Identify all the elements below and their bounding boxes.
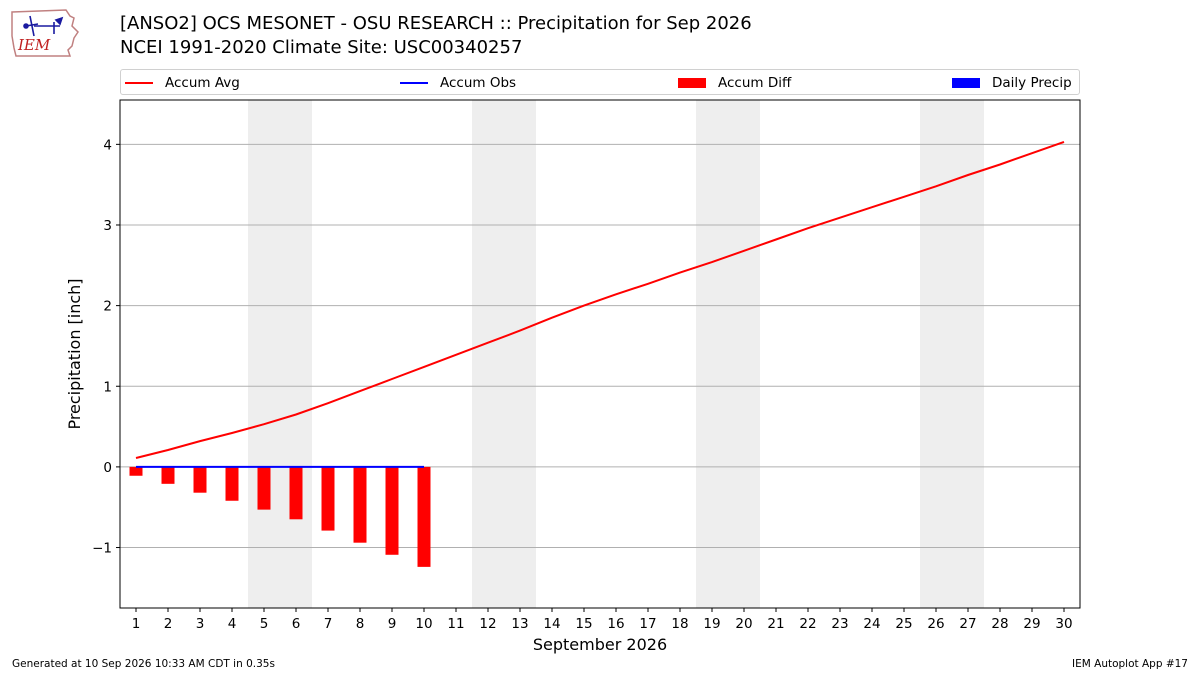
legend-swatch [678, 78, 706, 88]
x-tick-label: 9 [388, 616, 397, 632]
chart-legend: Accum Avg Accum Obs Accum Diff Daily Pre… [120, 69, 1080, 95]
bar-accum-diff [161, 466, 175, 484]
x-tick-label: 14 [543, 616, 560, 632]
bar-accum-diff [129, 466, 143, 476]
legend-item-accum-avg: Accum Avg [125, 74, 240, 92]
x-tick-label: 25 [895, 616, 912, 632]
x-tick-label: 30 [1055, 616, 1072, 632]
x-tick-label: 18 [671, 616, 688, 632]
x-tick-label: 20 [735, 616, 752, 632]
weekend-shade [920, 100, 984, 608]
title-line-1: [ANSO2] OCS MESONET - OSU RESEARCH :: Pr… [120, 13, 752, 34]
bar-accum-diff [225, 466, 239, 501]
y-tick-label: −1 [92, 541, 112, 557]
x-tick-label: 12 [479, 616, 496, 632]
x-tick-label: 26 [927, 616, 944, 632]
x-tick-label: 15 [575, 616, 592, 632]
y-axis-label: Precipitation [inch] [65, 278, 84, 429]
x-tick-label: 23 [831, 616, 848, 632]
x-tick-label: 5 [260, 616, 269, 632]
legend-swatch [400, 82, 428, 84]
legend-label: Accum Avg [165, 75, 240, 91]
legend-swatch [952, 78, 980, 88]
legend-item-daily-precip: Daily Precip [952, 74, 1072, 92]
x-tick-label: 24 [863, 616, 880, 632]
x-tick-label: 29 [1023, 616, 1040, 632]
x-tick-label: 3 [196, 616, 205, 632]
y-tick-label: 3 [103, 218, 112, 234]
x-tick-label: 8 [356, 616, 365, 632]
plot-frame [119, 99, 1081, 609]
legend-label: Accum Diff [718, 75, 792, 91]
chart-title: [ANSO2] OCS MESONET - OSU RESEARCH :: Pr… [120, 12, 752, 60]
logo-text: IEM [17, 36, 51, 54]
x-tick-label: 28 [991, 616, 1008, 632]
bar-accum-diff [321, 466, 335, 531]
x-tick-label: 11 [447, 616, 464, 632]
weekend-shade [248, 100, 312, 608]
x-tick-label: 17 [639, 616, 656, 632]
generated-note: Generated at 10 Sep 2026 10:33 AM CDT in… [12, 658, 275, 670]
title-line-2: NCEI 1991-2020 Climate Site: USC00340257 [120, 37, 523, 58]
x-axis-label: September 2026 [533, 635, 667, 654]
x-tick-label: 27 [959, 616, 976, 632]
x-tick-label: 7 [324, 616, 333, 632]
line-accum-avg [135, 140, 1065, 459]
bar-accum-diff [353, 466, 367, 543]
x-tick-label: 4 [228, 616, 237, 632]
legend-label: Accum Obs [440, 75, 517, 91]
weather-station-icon [23, 15, 64, 37]
legend-swatch [125, 82, 153, 84]
x-tick-label: 10 [415, 616, 432, 632]
y-tick-label: 2 [103, 299, 112, 315]
bar-accum-diff [289, 466, 303, 520]
x-tick-label: 1 [132, 616, 141, 632]
y-tick-label: 4 [103, 137, 112, 153]
bar-accum-diff [417, 466, 431, 567]
x-tick-label: 19 [703, 616, 720, 632]
bar-accum-diff [193, 466, 207, 493]
x-tick-label: 2 [164, 616, 173, 632]
y-tick-label: 0 [103, 460, 112, 476]
iem-logo: IEM [11, 9, 79, 57]
bar-accum-diff [257, 466, 271, 510]
legend-item-accum-diff: Accum Diff [678, 74, 791, 92]
x-tick-label: 16 [607, 616, 624, 632]
x-tick-label: 22 [799, 616, 816, 632]
weekend-shade [696, 100, 760, 608]
x-tick-label: 21 [767, 616, 784, 632]
y-tick-label: 1 [103, 379, 112, 395]
x-tick-label: 13 [511, 616, 528, 632]
weekend-shade [472, 100, 536, 608]
bar-accum-diff [385, 466, 399, 555]
legend-item-accum-obs: Accum Obs [400, 74, 516, 92]
x-tick-label: 6 [292, 616, 301, 632]
app-note: IEM Autoplot App #17 [1072, 658, 1188, 670]
legend-label: Daily Precip [992, 75, 1072, 91]
